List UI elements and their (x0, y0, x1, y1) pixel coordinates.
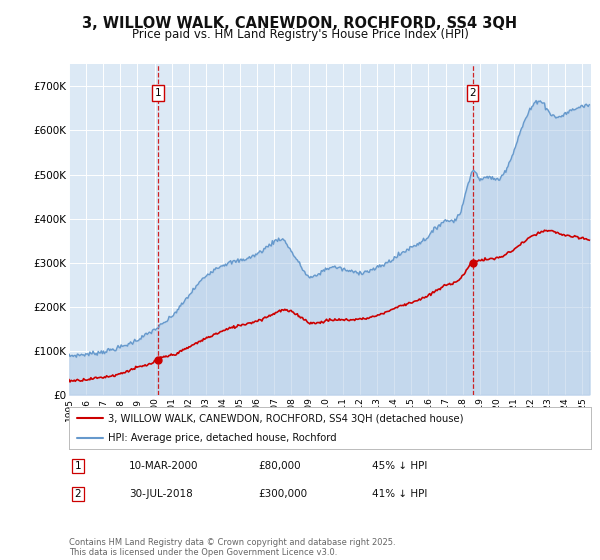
Text: £80,000: £80,000 (258, 461, 301, 471)
Text: 3, WILLOW WALK, CANEWDON, ROCHFORD, SS4 3QH: 3, WILLOW WALK, CANEWDON, ROCHFORD, SS4 … (82, 16, 518, 31)
Text: 30-JUL-2018: 30-JUL-2018 (129, 489, 193, 499)
Text: HPI: Average price, detached house, Rochford: HPI: Average price, detached house, Roch… (108, 433, 337, 443)
Text: 2: 2 (469, 88, 476, 98)
Text: Contains HM Land Registry data © Crown copyright and database right 2025.
This d: Contains HM Land Registry data © Crown c… (69, 538, 395, 557)
Text: 1: 1 (155, 88, 161, 98)
Text: 41% ↓ HPI: 41% ↓ HPI (372, 489, 427, 499)
Text: Price paid vs. HM Land Registry's House Price Index (HPI): Price paid vs. HM Land Registry's House … (131, 28, 469, 41)
Text: 1: 1 (74, 461, 82, 471)
Text: 2: 2 (74, 489, 82, 499)
Text: 45% ↓ HPI: 45% ↓ HPI (372, 461, 427, 471)
Text: 10-MAR-2000: 10-MAR-2000 (129, 461, 199, 471)
Text: £300,000: £300,000 (258, 489, 307, 499)
Text: 3, WILLOW WALK, CANEWDON, ROCHFORD, SS4 3QH (detached house): 3, WILLOW WALK, CANEWDON, ROCHFORD, SS4 … (108, 413, 464, 423)
